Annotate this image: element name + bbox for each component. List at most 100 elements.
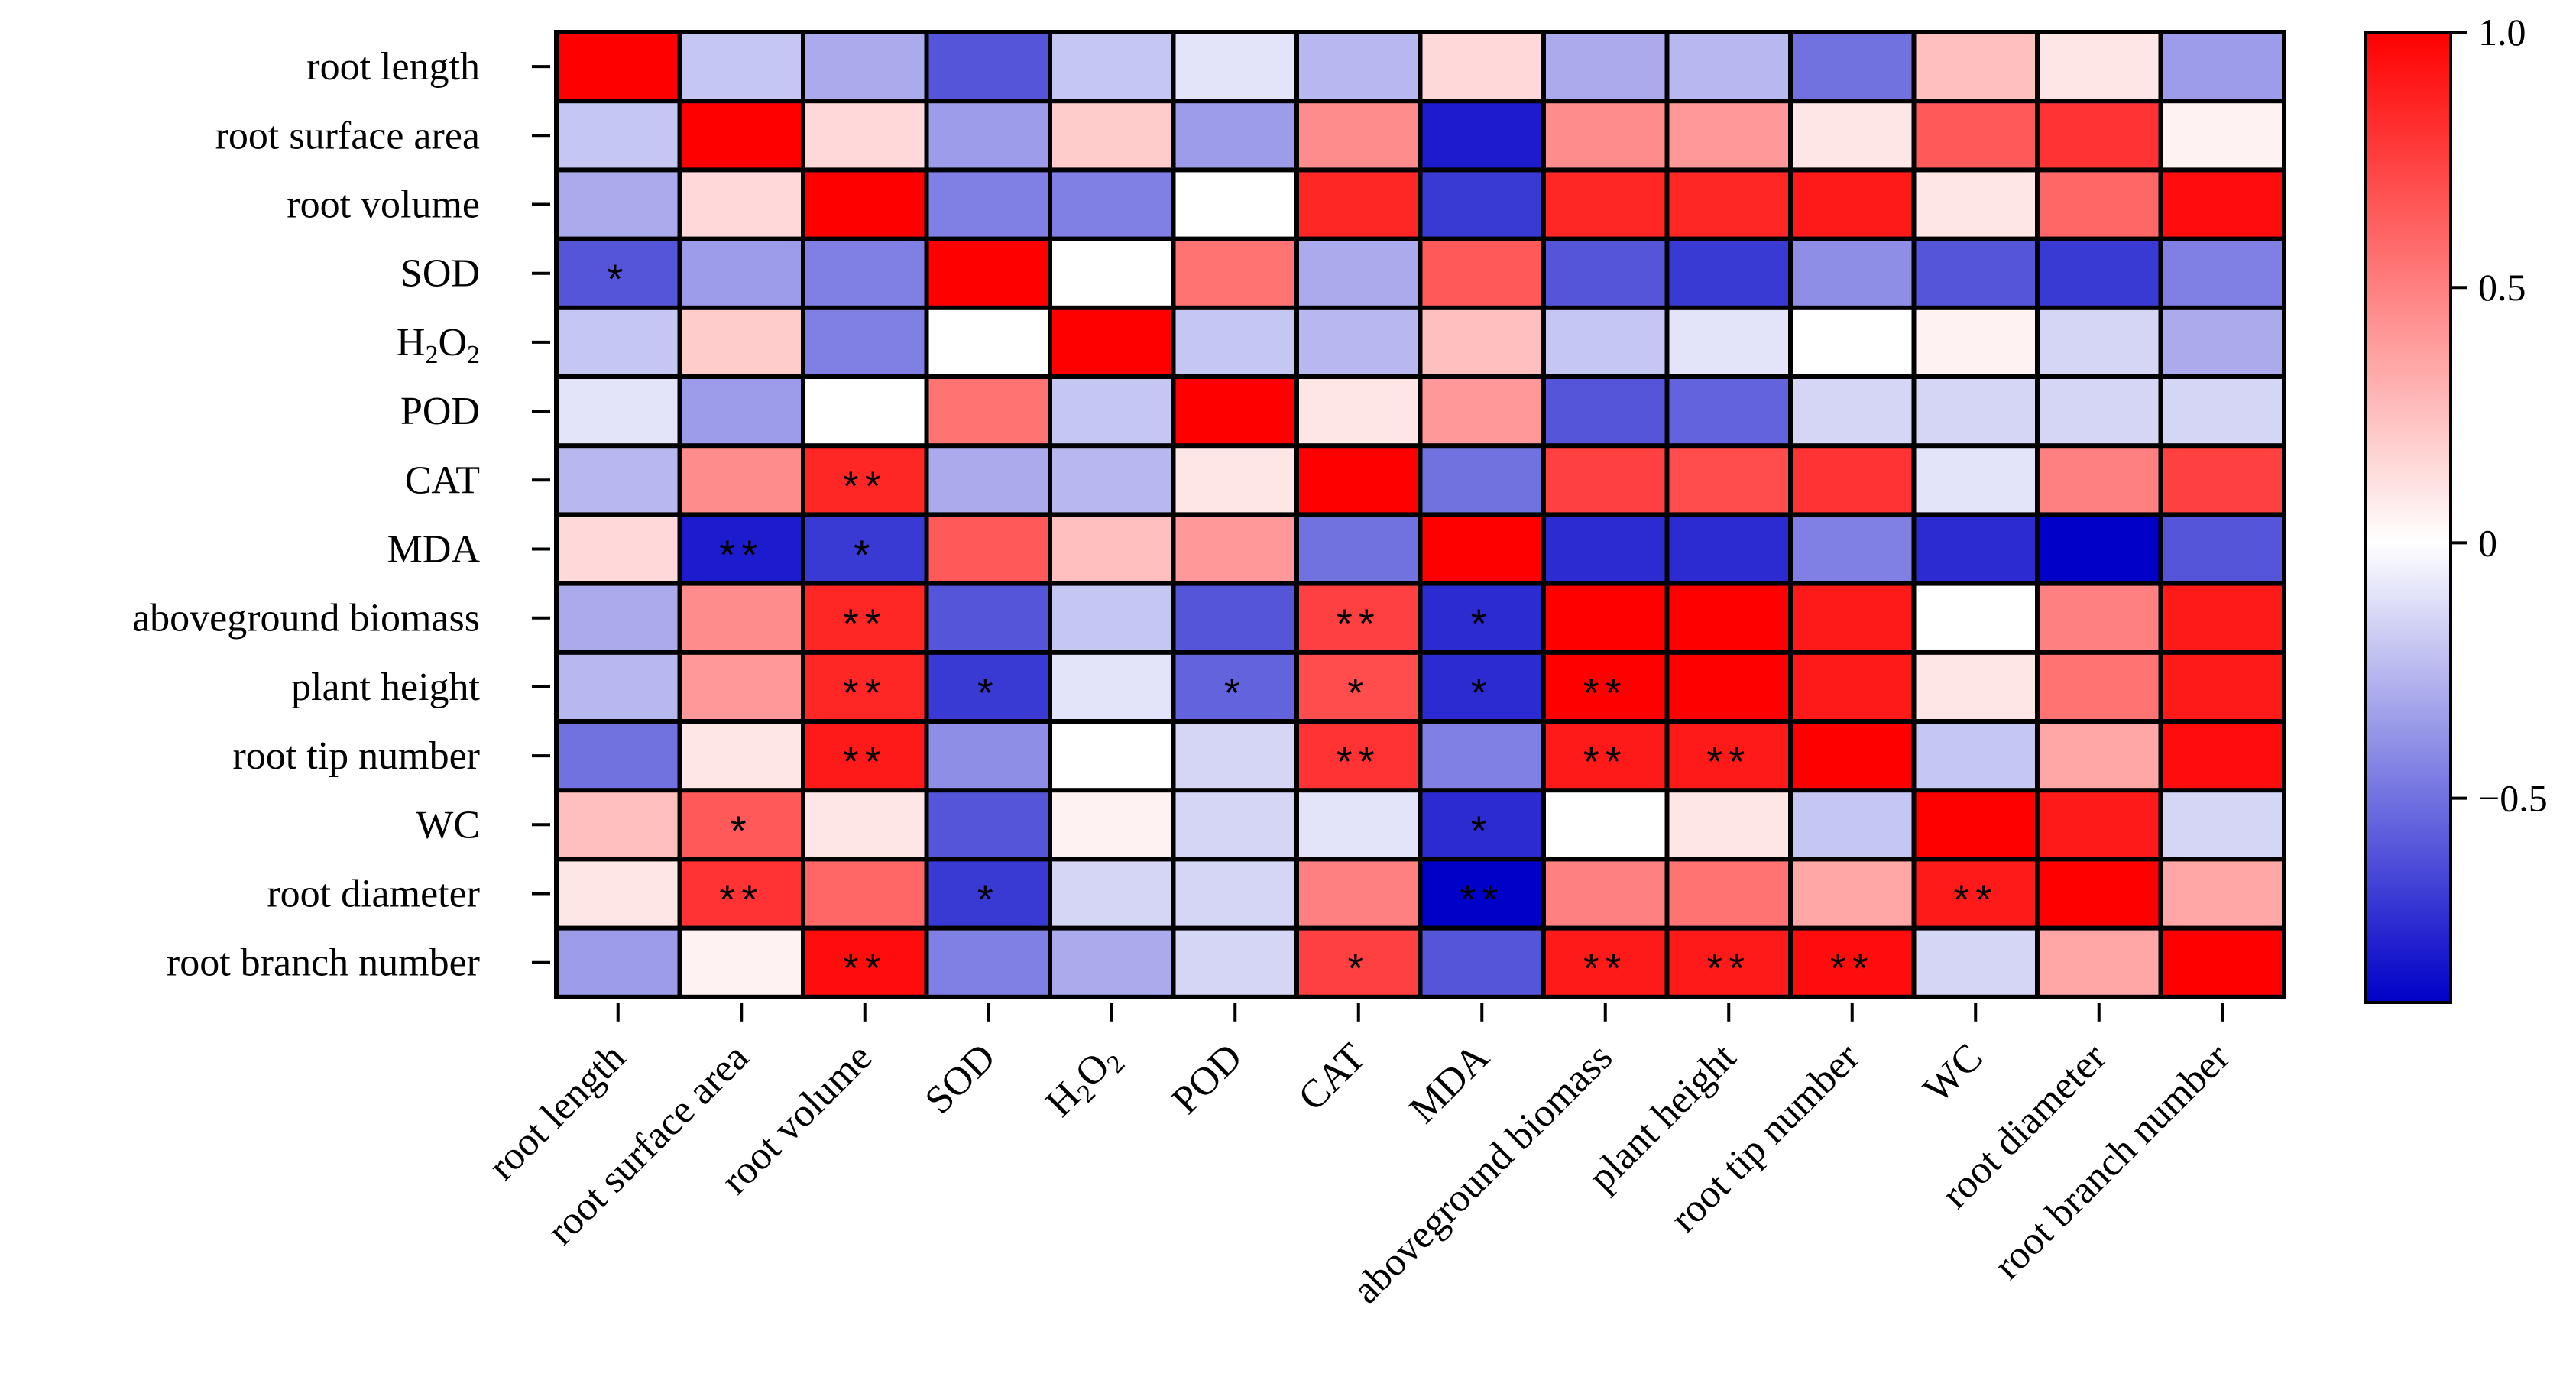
heatmap-cell xyxy=(805,517,925,581)
heatmap-cell xyxy=(1916,724,2035,789)
heatmap-cell xyxy=(2040,241,2159,306)
heatmap-cell xyxy=(1669,517,1788,581)
heatmap-cell xyxy=(805,241,925,306)
heatmap-cell xyxy=(1422,585,1541,650)
heatmap-cell xyxy=(2163,792,2282,857)
heatmap-cell xyxy=(1793,379,1912,444)
heatmap-cell xyxy=(1916,241,2035,306)
heatmap-cell xyxy=(1052,241,1171,306)
heatmap-cell xyxy=(1299,585,1418,650)
heatmap-cell xyxy=(1793,585,1912,650)
heatmap-cell xyxy=(1669,34,1788,99)
heatmap-cell xyxy=(2040,34,2159,99)
heatmap-cell xyxy=(559,654,678,719)
column-label-wc: WC xyxy=(1915,1035,1991,1112)
heatmap-cell xyxy=(2163,448,2282,513)
heatmap-cell xyxy=(1052,861,1171,926)
significance-marker: * xyxy=(1224,670,1246,716)
heatmap-cell xyxy=(1916,172,2035,237)
heatmap-cell xyxy=(2040,792,2159,857)
significance-marker: * xyxy=(854,533,876,578)
heatmap-cell xyxy=(1175,448,1294,513)
row-label-aboveground-biomass: aboveground biomass xyxy=(132,597,480,640)
significance-marker: ** xyxy=(843,670,887,716)
heatmap-cell xyxy=(559,103,678,168)
heatmap-cell xyxy=(1793,654,1912,719)
heatmap-cell xyxy=(928,517,1048,581)
row-label-plant-height: plant height xyxy=(291,666,481,709)
heatmap-cell xyxy=(2040,172,2159,237)
heatmap-cell xyxy=(559,172,678,237)
heatmap-cell xyxy=(1916,103,2035,168)
heatmap-cell xyxy=(928,585,1048,650)
heatmap-cell xyxy=(928,448,1048,513)
heatmap-cell xyxy=(1052,517,1171,581)
heatmap-cell xyxy=(1052,585,1171,650)
significance-marker: ** xyxy=(1337,739,1381,785)
heatmap-cell xyxy=(559,379,678,444)
heatmap-cell xyxy=(805,309,925,374)
heatmap-cell xyxy=(928,241,1048,306)
significance-marker: * xyxy=(1347,670,1369,716)
significance-marker: ** xyxy=(1583,670,1628,716)
heatmap-cell xyxy=(2163,585,2282,650)
heatmap-cell xyxy=(1546,654,1665,719)
heatmap-cell xyxy=(928,103,1048,168)
heatmap-cell xyxy=(1299,309,1418,374)
heatmap-cell xyxy=(928,792,1048,857)
heatmap-cell xyxy=(2040,585,2159,650)
heatmap-cell xyxy=(1175,241,1294,306)
heatmap-cell xyxy=(1546,379,1665,444)
row-label-mda: MDA xyxy=(387,528,481,572)
heatmap-cell xyxy=(2163,517,2282,581)
heatmap-cell xyxy=(928,724,1048,789)
heatmap-cell xyxy=(1669,241,1788,306)
significance-marker: * xyxy=(977,670,1000,716)
heatmap-cell xyxy=(1669,379,1788,444)
heatmap-cell xyxy=(1299,241,1418,306)
heatmap-cell xyxy=(1299,930,1418,995)
colorbar: 1.0 0.5 0 −0.5 xyxy=(2364,11,2548,1004)
heatmap-cell xyxy=(805,34,925,99)
heatmap-cell xyxy=(1916,379,2035,444)
heatmap-cell xyxy=(1422,172,1541,237)
heatmap-cell xyxy=(1052,448,1171,513)
heatmap-cell xyxy=(1546,861,1665,926)
significance-marker: ** xyxy=(1830,946,1874,992)
heatmap-cell xyxy=(805,792,925,857)
heatmap-cell xyxy=(2163,241,2282,306)
heatmap-cell xyxy=(559,930,678,995)
heatmap-cell xyxy=(2040,103,2159,168)
heatmap-cell xyxy=(559,517,678,581)
significance-marker: ** xyxy=(843,601,887,647)
heatmap-cell xyxy=(805,654,925,719)
heatmap-cell xyxy=(2040,724,2159,789)
heatmap-cell xyxy=(1422,379,1541,444)
heatmap-cell xyxy=(1299,792,1418,857)
heatmap-cell xyxy=(2163,930,2282,995)
heatmap-cell xyxy=(682,103,801,168)
row-label-h2o2: H2O2 xyxy=(397,321,480,369)
heatmap-cell xyxy=(682,241,801,306)
heatmap-cell xyxy=(1669,654,1788,719)
heatmap-cell xyxy=(1793,792,1912,857)
significance-marker: ** xyxy=(1953,877,1998,923)
heatmap-cell xyxy=(1299,34,1418,99)
heatmap-cell xyxy=(1175,792,1294,857)
heatmap-cell xyxy=(1175,724,1294,789)
heatmap-cell xyxy=(2040,517,2159,581)
heatmap-cell xyxy=(1052,654,1171,719)
heatmap-cell xyxy=(559,724,678,789)
heatmap-cell xyxy=(2163,309,2282,374)
heatmap-cell xyxy=(2163,34,2282,99)
heatmap-cell xyxy=(1793,241,1912,306)
heatmap-cell xyxy=(1052,309,1171,374)
heatmap-cell xyxy=(1175,34,1294,99)
heatmap-cell xyxy=(1669,448,1788,513)
heatmap-cell xyxy=(1669,792,1788,857)
colorbar-gradient xyxy=(2364,31,2452,1004)
row-label-root-tip-number: root tip number xyxy=(232,734,480,778)
row-label-root-surface-area: root surface area xyxy=(215,114,480,157)
heatmap-cell xyxy=(928,379,1048,444)
